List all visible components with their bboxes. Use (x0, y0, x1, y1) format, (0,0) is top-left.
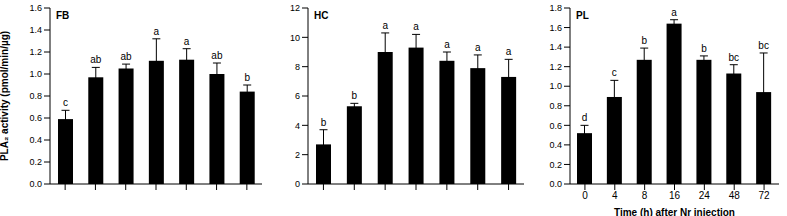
svg-text:a: a (671, 8, 677, 18)
svg-text:0.8: 0.8 (549, 101, 562, 111)
svg-text:1.4: 1.4 (29, 25, 42, 35)
svg-text:0.2: 0.2 (29, 157, 42, 167)
svg-text:10: 10 (290, 33, 300, 43)
svg-text:ab: ab (90, 54, 102, 65)
svg-text:0.6: 0.6 (549, 121, 562, 131)
svg-text:0.8: 0.8 (29, 91, 42, 101)
svg-text:1.4: 1.4 (549, 42, 562, 52)
svg-text:24: 24 (699, 190, 711, 201)
svg-text:4: 4 (295, 121, 300, 131)
svg-text:ab: ab (121, 51, 133, 62)
html-text:PL: PL (576, 10, 589, 21)
svg-text:Time (h) after Nr injection: Time (h) after Nr injection (614, 207, 735, 216)
svg-text:a: a (475, 42, 481, 53)
svg-text:b: b (321, 117, 327, 128)
svg-text:8: 8 (642, 190, 648, 201)
svg-text:1.0: 1.0 (29, 69, 42, 79)
svg-text:1.6: 1.6 (29, 3, 42, 13)
svg-text:a: a (413, 21, 419, 32)
svg-text:0.4: 0.4 (29, 135, 42, 145)
svg-text:0.0: 0.0 (549, 179, 562, 189)
svg-text:a: a (184, 36, 190, 47)
html-text:HC: HC (314, 10, 329, 21)
svg-text:b: b (701, 43, 707, 54)
svg-text:b: b (641, 35, 647, 46)
svg-text:1.8: 1.8 (549, 3, 562, 13)
svg-text:c: c (612, 67, 617, 78)
svg-text:bc: bc (729, 52, 740, 63)
svg-text:a: a (444, 39, 450, 50)
svg-text:0.6: 0.6 (29, 113, 42, 123)
html-text:FB: FB (56, 10, 70, 21)
svg-text:b: b (244, 72, 250, 83)
svg-text:1.6: 1.6 (549, 23, 562, 33)
svg-text:0: 0 (582, 190, 588, 201)
svg-text:1.0: 1.0 (549, 81, 562, 91)
svg-text:d: d (582, 112, 588, 123)
svg-text:0.0: 0.0 (29, 179, 42, 189)
svg-text:a: a (154, 26, 160, 37)
svg-text:a: a (382, 20, 388, 31)
svg-text:48: 48 (729, 190, 741, 201)
svg-text:8: 8 (295, 62, 300, 72)
svg-text:2: 2 (295, 150, 300, 160)
svg-text:0.4: 0.4 (549, 140, 562, 150)
svg-text:72: 72 (759, 190, 771, 201)
svg-text:0: 0 (295, 179, 300, 189)
svg-text:0.2: 0.2 (549, 160, 562, 170)
svg-text:4: 4 (612, 190, 618, 201)
svg-text:12: 12 (290, 3, 300, 13)
svg-text:bc: bc (758, 40, 769, 51)
svg-text:ab: ab (211, 50, 223, 61)
svg-text:16: 16 (669, 190, 681, 201)
svg-text:1.2: 1.2 (29, 47, 42, 57)
svg-text:c: c (63, 97, 68, 108)
svg-text:b: b (352, 90, 358, 101)
svg-text:a: a (506, 46, 512, 57)
svg-text:PLA₂ activity (pmol/min/µg): PLA₂ activity (pmol/min/µg) (8, 31, 10, 161)
svg-text:1.2: 1.2 (549, 62, 562, 72)
svg-text:6: 6 (295, 91, 300, 101)
